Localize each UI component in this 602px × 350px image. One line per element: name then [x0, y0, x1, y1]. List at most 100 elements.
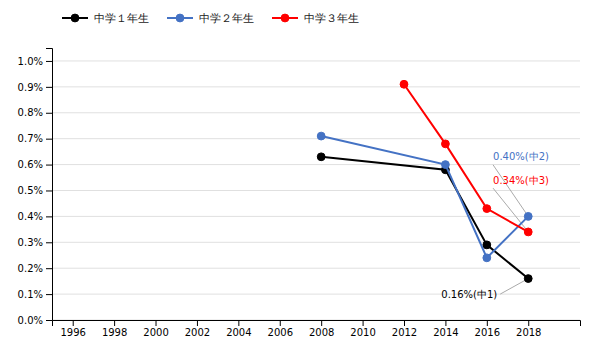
tick: 0.2%	[18, 263, 52, 274]
tick-mark	[487, 320, 488, 326]
tick: 2000	[143, 320, 168, 338]
tick: 0.3%	[18, 237, 52, 248]
plot: 1996 1998 2000 2002 2004 2006 2008 2010 2012 2014…	[18, 49, 581, 339]
tick-label: 0.6%	[18, 159, 43, 170]
point	[524, 228, 532, 236]
tick-mark	[46, 294, 52, 295]
legend-marker	[71, 14, 79, 22]
point	[317, 153, 325, 161]
tick-label: 0.9%	[18, 82, 43, 93]
tick-mark	[528, 320, 529, 326]
tick-mark	[156, 320, 157, 326]
grid-line	[52, 190, 580, 191]
tick-mark	[46, 165, 52, 166]
tick-label: 2004	[226, 327, 251, 338]
tick-label: 0.1%	[18, 289, 43, 300]
axis-line	[53, 321, 581, 327]
legend-label: 中学２年生	[199, 12, 254, 25]
tick-label: 0.5%	[18, 185, 43, 196]
point	[524, 275, 532, 283]
point	[442, 140, 450, 148]
tick: 2012	[392, 320, 417, 338]
tick-mark	[46, 242, 52, 243]
tick: 0.5%	[18, 185, 52, 196]
tick: 2018	[516, 320, 541, 338]
x-axis: 1996 1998 2000 2002 2004 2006 2008 2010 2012 2014…	[53, 320, 581, 338]
tick-label: 1998	[102, 327, 127, 338]
axis-line	[46, 49, 53, 321]
grid-line	[52, 86, 580, 87]
tick-mark	[46, 190, 52, 191]
tick-mark	[46, 113, 52, 114]
grid-line	[52, 164, 580, 165]
grid-line	[52, 112, 580, 113]
annotation: 0.16%(中1)	[441, 289, 497, 300]
point	[400, 80, 408, 88]
tick-mark	[46, 216, 52, 217]
tick-label: 0.7%	[18, 133, 43, 144]
leader-line	[500, 279, 528, 295]
tick: 2004	[226, 320, 251, 338]
tick-label: 0.0%	[18, 315, 43, 326]
y-axis: 0.0% 0.1% 0.2% 0.3% 0.4% 0.5% 0.6% 0.7% 0.8% 0.9%…	[18, 49, 53, 326]
tick: 0.9%	[18, 82, 52, 93]
legend-item: 中学２年生	[167, 12, 254, 25]
tick: 2016	[475, 320, 500, 338]
annotation: 0.40%(中2)	[493, 151, 549, 162]
series	[317, 153, 532, 283]
tick: 1998	[102, 320, 127, 338]
tick: 1996	[60, 320, 85, 338]
leader-line	[493, 165, 528, 217]
tick: 2002	[185, 320, 210, 338]
tick-label: 2000	[143, 327, 168, 338]
annotation: 0.34%(中3)	[493, 175, 549, 186]
tick-label: 0.3%	[18, 237, 43, 248]
tick: 0.4%	[18, 211, 52, 222]
legend-item: 中学３年生	[272, 12, 359, 25]
tick: 0.6%	[18, 159, 52, 170]
tick-mark	[46, 139, 52, 140]
tick-label: 2014	[433, 327, 458, 338]
tick: 2010	[350, 320, 375, 338]
grid-line	[52, 268, 580, 269]
tick: 0.0%	[18, 315, 52, 326]
point	[442, 161, 450, 169]
chart: 1996 1998 2000 2002 2004 2006 2008 2010 2012 2014…	[0, 0, 602, 350]
point	[483, 254, 491, 262]
grid	[52, 61, 580, 320]
tick-label: 2008	[309, 327, 334, 338]
tick-mark	[280, 320, 281, 326]
tick-label: 1996	[60, 327, 85, 338]
legend-label: 中学３年生	[304, 12, 359, 25]
tick-mark	[404, 320, 405, 326]
tick-mark	[114, 320, 115, 326]
legend: 中学１年生中学２年生中学３年生	[62, 12, 359, 25]
tick-label: 2018	[516, 327, 541, 338]
tick-mark	[363, 320, 364, 326]
tick: 2006	[268, 320, 293, 338]
tick-mark	[46, 320, 52, 321]
tick: 2008	[309, 320, 334, 338]
tick-label: 1.0%	[18, 56, 43, 67]
tick-label: 0.2%	[18, 263, 43, 274]
point	[317, 132, 325, 140]
point	[524, 212, 532, 220]
tick: 0.1%	[18, 289, 52, 300]
tick-mark	[321, 320, 322, 326]
tick-mark	[238, 320, 239, 326]
tick: 0.7%	[18, 133, 52, 144]
tick: 2014	[433, 320, 458, 338]
grid-line	[52, 138, 580, 139]
tick-label: 0.4%	[18, 211, 43, 222]
tick-label: 2016	[475, 327, 500, 338]
tick-mark	[197, 320, 198, 326]
tick-label: 2010	[350, 327, 375, 338]
legend-marker	[176, 14, 184, 22]
legend-marker	[281, 14, 289, 22]
point	[483, 205, 491, 213]
tick-label: 0.8%	[18, 107, 43, 118]
tick-mark	[46, 61, 52, 62]
grid-line	[52, 60, 580, 61]
leader-line	[493, 188, 528, 232]
tick-mark	[46, 87, 52, 88]
